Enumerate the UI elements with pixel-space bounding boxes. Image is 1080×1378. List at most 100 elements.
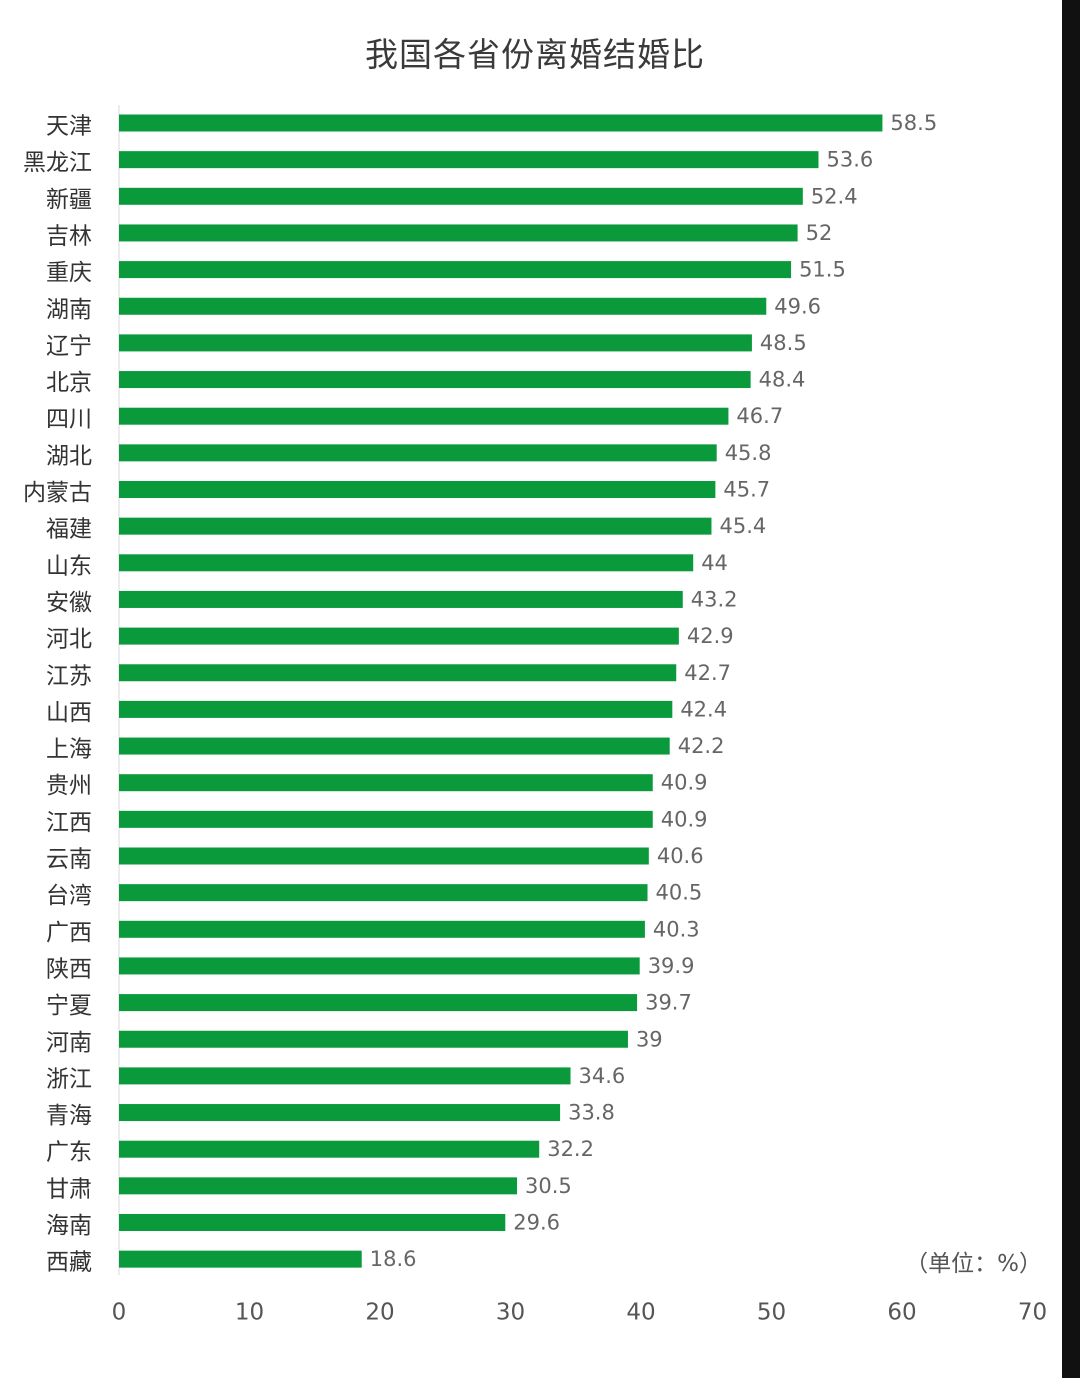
bar bbox=[119, 224, 798, 242]
data-label: 32.2 bbox=[547, 1137, 594, 1161]
category-label: 重庆 bbox=[46, 260, 92, 286]
bar bbox=[119, 1214, 506, 1231]
category-label: 台湾 bbox=[46, 883, 92, 909]
unit-note: （单位：%） bbox=[905, 1251, 1042, 1277]
data-label: 42.7 bbox=[684, 661, 731, 685]
bar bbox=[119, 1067, 571, 1085]
data-label: 18.6 bbox=[370, 1247, 417, 1271]
category-label: 广东 bbox=[46, 1140, 92, 1166]
data-label: 48.4 bbox=[759, 368, 806, 392]
bar bbox=[119, 554, 694, 572]
category-label: 四川 bbox=[46, 407, 92, 433]
x-tick-label: 10 bbox=[235, 1300, 264, 1326]
category-label: 安徽 bbox=[46, 590, 92, 616]
x-tick-label: 30 bbox=[496, 1300, 525, 1326]
data-label: 39 bbox=[636, 1027, 663, 1051]
bar bbox=[119, 187, 803, 205]
category-label: 湖南 bbox=[46, 297, 92, 323]
category-label: 吉林 bbox=[46, 223, 92, 249]
bar bbox=[119, 920, 645, 938]
bar bbox=[119, 1030, 628, 1048]
category-label: 江西 bbox=[46, 810, 92, 836]
bar bbox=[119, 444, 717, 462]
category-label: 贵州 bbox=[46, 773, 92, 799]
category-label: 新疆 bbox=[46, 187, 92, 213]
bar bbox=[119, 1140, 540, 1158]
data-label: 39.7 bbox=[645, 991, 692, 1015]
bar bbox=[119, 334, 752, 352]
x-tick-label: 0 bbox=[112, 1300, 127, 1326]
bar bbox=[119, 517, 712, 535]
data-label: 52 bbox=[806, 221, 833, 245]
category-label: 山西 bbox=[46, 700, 92, 726]
bar bbox=[119, 737, 670, 755]
bar bbox=[119, 297, 767, 315]
data-label: 30.5 bbox=[525, 1174, 572, 1198]
data-label: 44 bbox=[701, 551, 728, 575]
data-label: 49.6 bbox=[774, 294, 821, 318]
category-label: 江苏 bbox=[46, 663, 92, 689]
bar bbox=[119, 664, 677, 682]
data-label: 33.8 bbox=[568, 1101, 615, 1125]
data-label: 40.3 bbox=[653, 917, 700, 941]
bar bbox=[119, 590, 683, 608]
category-label: 广西 bbox=[46, 920, 92, 946]
category-label: 湖北 bbox=[46, 443, 92, 469]
data-label: 42.9 bbox=[687, 624, 734, 648]
data-label: 53.6 bbox=[826, 148, 873, 172]
bar bbox=[119, 1104, 561, 1122]
x-tick-label: 70 bbox=[1018, 1300, 1047, 1326]
data-label: 43.2 bbox=[691, 587, 738, 611]
data-label: 48.5 bbox=[760, 331, 807, 355]
bar bbox=[119, 1177, 518, 1195]
category-label: 西藏 bbox=[46, 1250, 92, 1276]
x-tick-label: 60 bbox=[887, 1300, 916, 1326]
bar bbox=[119, 481, 716, 498]
bar bbox=[119, 627, 679, 645]
bar bbox=[119, 847, 649, 865]
chart-title: 我国各省份离婚结婚比 bbox=[365, 35, 705, 74]
page-edge bbox=[1062, 0, 1080, 1378]
bar bbox=[119, 774, 653, 792]
category-label: 福建 bbox=[46, 517, 92, 543]
category-label: 黑龙江 bbox=[23, 150, 92, 176]
category-label: 内蒙古 bbox=[23, 480, 92, 506]
data-label: 45.8 bbox=[725, 441, 772, 465]
bar bbox=[119, 957, 640, 975]
bar bbox=[119, 114, 883, 132]
category-label: 浙江 bbox=[46, 1066, 92, 1092]
category-label: 山东 bbox=[46, 553, 92, 579]
bar bbox=[119, 151, 819, 169]
data-label: 34.6 bbox=[579, 1064, 626, 1088]
data-label: 51.5 bbox=[799, 258, 846, 282]
data-label: 42.2 bbox=[678, 734, 725, 758]
data-label: 45.4 bbox=[719, 514, 766, 538]
data-label: 52.4 bbox=[811, 184, 858, 208]
bar bbox=[119, 994, 638, 1012]
bar bbox=[119, 884, 648, 902]
data-label: 29.6 bbox=[513, 1211, 560, 1235]
bar bbox=[119, 1250, 362, 1268]
data-label: 46.7 bbox=[736, 404, 783, 428]
category-label: 上海 bbox=[46, 737, 92, 763]
x-tick-label: 50 bbox=[757, 1300, 786, 1326]
category-label: 青海 bbox=[46, 1103, 92, 1129]
data-label: 40.9 bbox=[661, 807, 708, 831]
category-label: 云南 bbox=[46, 847, 92, 873]
data-label: 39.9 bbox=[648, 954, 695, 978]
x-tick-label: 40 bbox=[626, 1300, 655, 1326]
category-label: 北京 bbox=[46, 370, 92, 396]
bar bbox=[119, 810, 653, 828]
bar bbox=[119, 407, 729, 425]
category-label: 天津 bbox=[46, 114, 92, 140]
bar bbox=[119, 371, 751, 389]
data-label: 58.5 bbox=[890, 111, 937, 135]
data-label: 40.6 bbox=[657, 844, 704, 868]
data-label: 42.4 bbox=[680, 697, 727, 721]
data-label: 45.7 bbox=[723, 478, 770, 502]
category-label: 河南 bbox=[46, 1030, 92, 1056]
category-label: 陕西 bbox=[46, 956, 92, 982]
category-label: 辽宁 bbox=[46, 333, 92, 359]
